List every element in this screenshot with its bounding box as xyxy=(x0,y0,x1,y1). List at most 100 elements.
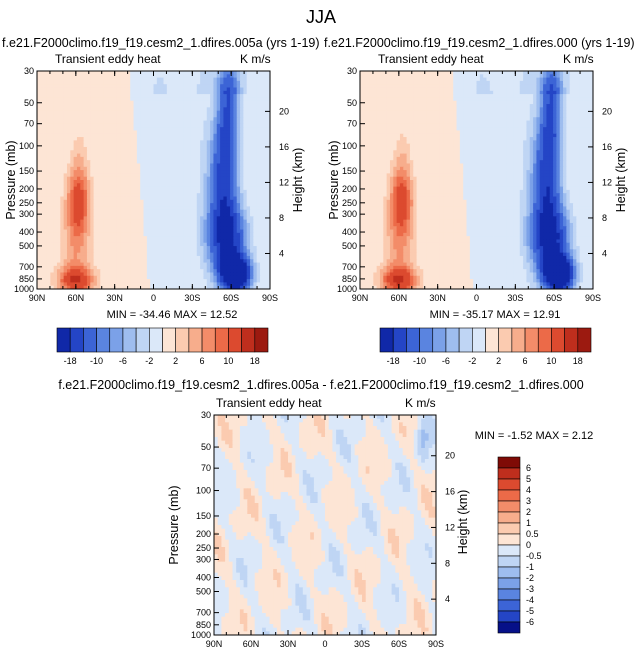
field-cell xyxy=(463,74,468,79)
field-cell xyxy=(50,196,55,201)
field-cell xyxy=(103,199,108,204)
field-cell xyxy=(166,94,171,99)
field-cell xyxy=(116,206,121,211)
field-cell xyxy=(50,123,55,128)
field-cell xyxy=(250,113,254,118)
field-cell xyxy=(240,282,244,287)
field-cell xyxy=(40,272,45,277)
field-cell xyxy=(40,84,45,89)
field-cell xyxy=(93,285,98,289)
field-cell xyxy=(96,120,101,125)
field-cell xyxy=(456,74,461,79)
field-cell xyxy=(110,130,115,135)
field-cell xyxy=(260,140,264,145)
field-cell xyxy=(223,229,228,234)
field-cell xyxy=(106,193,111,198)
field-cell xyxy=(116,196,121,201)
field-cell xyxy=(263,107,268,112)
field-cell xyxy=(86,94,91,99)
field-cell xyxy=(150,180,155,184)
field-cell xyxy=(86,246,91,250)
field-cell xyxy=(123,282,128,287)
field-cell xyxy=(256,110,261,115)
field-cell xyxy=(220,94,224,99)
field-cell xyxy=(263,120,268,125)
field-cell xyxy=(236,213,241,217)
field-cell xyxy=(240,252,244,257)
field-cell xyxy=(486,71,491,75)
field-cell xyxy=(379,74,384,79)
field-cell xyxy=(73,183,78,188)
field-cell xyxy=(106,74,111,79)
field-cell xyxy=(113,219,118,224)
field-cell xyxy=(80,226,85,231)
field-cell xyxy=(253,90,258,95)
field-cell xyxy=(150,127,155,132)
field-cell xyxy=(190,275,195,280)
field-cell xyxy=(136,213,141,217)
field-cell xyxy=(90,259,95,264)
field-cell xyxy=(136,193,141,198)
field-cell xyxy=(213,259,218,264)
field-cell xyxy=(186,123,191,128)
field-cell xyxy=(243,143,248,148)
field-cell xyxy=(256,120,261,125)
field-cell xyxy=(233,203,238,208)
field-cell xyxy=(146,163,151,168)
field-cell xyxy=(173,255,178,260)
field-cell xyxy=(213,110,218,115)
field-cell xyxy=(46,262,51,267)
field-cell xyxy=(96,143,101,148)
field-cell xyxy=(136,173,141,178)
field-cell xyxy=(76,180,81,184)
field-cell xyxy=(50,285,55,289)
field-cell xyxy=(200,216,205,221)
field-cell xyxy=(170,222,175,227)
field-cell xyxy=(163,94,168,99)
field-cell xyxy=(166,74,171,79)
field-cell xyxy=(40,183,45,188)
field-cell xyxy=(96,176,101,181)
field-cell xyxy=(123,180,128,184)
field-cell xyxy=(50,107,55,112)
field-cell xyxy=(230,77,234,82)
field-cell xyxy=(40,104,45,108)
field-cell xyxy=(50,229,55,234)
field-cell xyxy=(76,249,81,254)
field-cell xyxy=(140,239,145,244)
x-tick-label: 90N xyxy=(29,293,46,303)
field-cell xyxy=(243,236,248,241)
field-cell xyxy=(216,160,221,165)
field-cell xyxy=(266,133,270,138)
field-cell xyxy=(193,183,198,188)
field-cell xyxy=(200,77,205,82)
field-cell xyxy=(230,94,234,99)
field-cell xyxy=(263,262,268,267)
field-cell xyxy=(140,272,145,277)
field-cell xyxy=(43,213,48,217)
field-cell xyxy=(90,249,95,254)
field-cell xyxy=(200,269,205,274)
field-cell xyxy=(176,127,181,132)
field-cell xyxy=(260,186,264,191)
field-cell xyxy=(226,150,231,155)
field-cell xyxy=(73,249,78,254)
field-cell xyxy=(260,199,264,204)
field-cell xyxy=(160,160,165,165)
field-cell xyxy=(190,117,195,122)
field-cell xyxy=(260,272,264,277)
field-cell xyxy=(183,259,188,264)
field-cell xyxy=(220,216,224,221)
field-cell xyxy=(263,110,268,115)
field-cell xyxy=(70,232,75,237)
field-cell xyxy=(76,153,81,158)
field-cell xyxy=(73,130,78,135)
field-cell xyxy=(103,242,108,247)
field-cell xyxy=(186,189,191,194)
field-cell xyxy=(246,275,251,280)
field-cell xyxy=(170,133,175,138)
field-cell xyxy=(93,120,98,125)
field-cell xyxy=(233,272,238,277)
field-cell xyxy=(173,203,178,208)
field-cell xyxy=(250,137,254,141)
